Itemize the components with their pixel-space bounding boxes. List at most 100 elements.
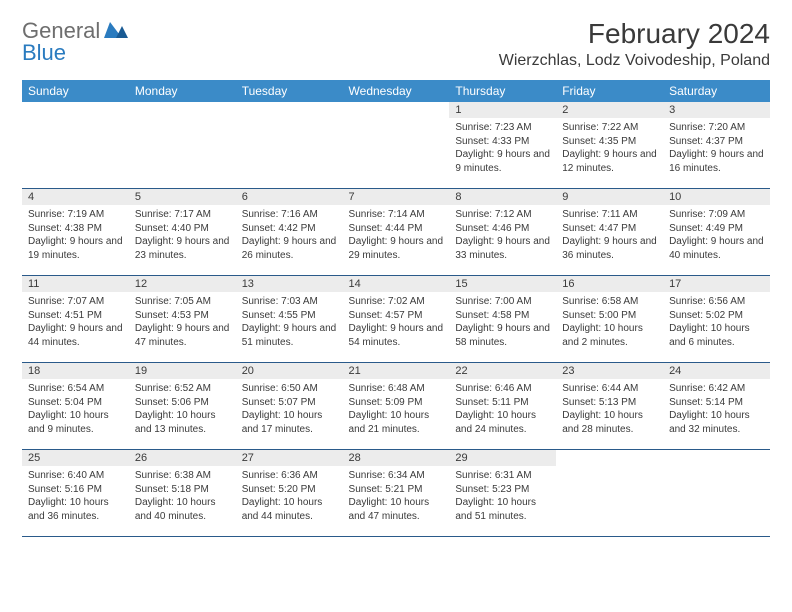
location: Wierzchlas, Lodz Voivodeship, Poland: [499, 52, 770, 70]
calendar-day: 3Sunrise: 7:20 AMSunset: 4:37 PMDaylight…: [663, 102, 770, 189]
sunset-value: 5:21 PM: [385, 484, 422, 495]
sunset-value: 4:55 PM: [278, 310, 315, 321]
sunrise-value: 7:23 AM: [495, 122, 532, 133]
day-details: Sunrise: 6:58 AMSunset: 5:00 PMDaylight:…: [556, 292, 663, 353]
day-number: 19: [129, 363, 236, 379]
sunset-value: 4:47 PM: [599, 223, 636, 234]
sunrise-value: 6:40 AM: [67, 470, 104, 481]
calendar-day: 15Sunrise: 7:00 AMSunset: 4:58 PMDayligh…: [449, 276, 556, 363]
header-row: GeneralBlue February 2024 Wierzchlas, Lo…: [22, 18, 770, 70]
day-number: 12: [129, 276, 236, 292]
sunset-value: 5:23 PM: [492, 484, 529, 495]
sunrise-value: 7:17 AM: [174, 209, 211, 220]
sunrise-label: Sunrise:: [28, 383, 67, 394]
day-number: 27: [236, 450, 343, 466]
sunset-label: Sunset:: [455, 484, 492, 495]
day-header: Wednesday: [343, 80, 450, 102]
calendar-day: 9Sunrise: 7:11 AMSunset: 4:47 PMDaylight…: [556, 189, 663, 276]
calendar-day: 10Sunrise: 7:09 AMSunset: 4:49 PMDayligh…: [663, 189, 770, 276]
sunrise-label: Sunrise:: [669, 383, 708, 394]
day-details: Sunrise: 7:22 AMSunset: 4:35 PMDaylight:…: [556, 118, 663, 179]
sunrise-label: Sunrise:: [349, 470, 388, 481]
day-details: Sunrise: 7:16 AMSunset: 4:42 PMDaylight:…: [236, 205, 343, 266]
day-number: 8: [449, 189, 556, 205]
day-number: 2: [556, 102, 663, 118]
day-details: Sunrise: 7:02 AMSunset: 4:57 PMDaylight:…: [343, 292, 450, 353]
sunset-label: Sunset:: [349, 310, 386, 321]
sunset-label: Sunset:: [349, 484, 386, 495]
sunrise-value: 6:42 AM: [709, 383, 746, 394]
day-header: Thursday: [449, 80, 556, 102]
calendar-day-empty: [556, 450, 663, 537]
day-number: 11: [22, 276, 129, 292]
sunset-label: Sunset:: [562, 136, 599, 147]
sunrise-label: Sunrise:: [242, 383, 281, 394]
sunrise-value: 7:07 AM: [67, 296, 104, 307]
calendar-day: 22Sunrise: 6:46 AMSunset: 5:11 PMDayligh…: [449, 363, 556, 450]
sunset-label: Sunset:: [28, 310, 65, 321]
calendar-day: 8Sunrise: 7:12 AMSunset: 4:46 PMDaylight…: [449, 189, 556, 276]
day-details: Sunrise: 6:56 AMSunset: 5:02 PMDaylight:…: [663, 292, 770, 353]
sunset-label: Sunset:: [455, 397, 492, 408]
sunrise-value: 6:31 AM: [495, 470, 532, 481]
sunset-label: Sunset:: [349, 397, 386, 408]
sunset-label: Sunset:: [135, 397, 172, 408]
day-details: Sunrise: 7:14 AMSunset: 4:44 PMDaylight:…: [343, 205, 450, 266]
day-header: Saturday: [663, 80, 770, 102]
sunset-value: 4:37 PM: [706, 136, 743, 147]
daylight-label: Daylight:: [135, 497, 177, 508]
calendar-day: 13Sunrise: 7:03 AMSunset: 4:55 PMDayligh…: [236, 276, 343, 363]
sunset-value: 5:20 PM: [278, 484, 315, 495]
sunrise-value: 7:20 AM: [709, 122, 746, 133]
calendar-day-empty: [22, 102, 129, 189]
day-details: Sunrise: 7:19 AMSunset: 4:38 PMDaylight:…: [22, 205, 129, 266]
daylight-label: Daylight:: [242, 323, 284, 334]
sunset-value: 5:13 PM: [599, 397, 636, 408]
daylight-label: Daylight:: [349, 323, 391, 334]
day-details: Sunrise: 7:17 AMSunset: 4:40 PMDaylight:…: [129, 205, 236, 266]
calendar-day: 26Sunrise: 6:38 AMSunset: 5:18 PMDayligh…: [129, 450, 236, 537]
sunrise-value: 7:16 AM: [281, 209, 318, 220]
day-details: Sunrise: 6:50 AMSunset: 5:07 PMDaylight:…: [236, 379, 343, 440]
sunrise-value: 6:46 AM: [495, 383, 532, 394]
daylight-label: Daylight:: [455, 497, 497, 508]
calendar-day: 16Sunrise: 6:58 AMSunset: 5:00 PMDayligh…: [556, 276, 663, 363]
day-number: 26: [129, 450, 236, 466]
calendar-day-empty: [236, 102, 343, 189]
sunrise-label: Sunrise:: [455, 209, 494, 220]
calendar-day: 21Sunrise: 6:48 AMSunset: 5:09 PMDayligh…: [343, 363, 450, 450]
day-details: Sunrise: 7:00 AMSunset: 4:58 PMDaylight:…: [449, 292, 556, 353]
daylight-label: Daylight:: [562, 410, 604, 421]
day-number-empty: [22, 102, 129, 118]
day-number: 15: [449, 276, 556, 292]
sunset-label: Sunset:: [455, 310, 492, 321]
calendar-day: 25Sunrise: 6:40 AMSunset: 5:16 PMDayligh…: [22, 450, 129, 537]
sunset-label: Sunset:: [242, 397, 279, 408]
day-details: Sunrise: 6:38 AMSunset: 5:18 PMDaylight:…: [129, 466, 236, 527]
day-number: 17: [663, 276, 770, 292]
sunset-value: 4:51 PM: [65, 310, 102, 321]
sunrise-value: 7:02 AM: [388, 296, 425, 307]
sunset-value: 4:57 PM: [385, 310, 422, 321]
sunset-value: 5:16 PM: [65, 484, 102, 495]
day-number: 25: [22, 450, 129, 466]
day-number: 1: [449, 102, 556, 118]
day-details: Sunrise: 6:44 AMSunset: 5:13 PMDaylight:…: [556, 379, 663, 440]
sunset-label: Sunset:: [135, 310, 172, 321]
sunset-label: Sunset:: [349, 223, 386, 234]
sunset-value: 5:06 PM: [172, 397, 209, 408]
day-details: Sunrise: 6:52 AMSunset: 5:06 PMDaylight:…: [129, 379, 236, 440]
sunrise-value: 6:50 AM: [281, 383, 318, 394]
sunrise-value: 6:48 AM: [388, 383, 425, 394]
daylight-label: Daylight:: [455, 410, 497, 421]
sunset-label: Sunset:: [28, 484, 65, 495]
day-header: Tuesday: [236, 80, 343, 102]
sunset-label: Sunset:: [669, 136, 706, 147]
sunrise-value: 7:19 AM: [67, 209, 104, 220]
calendar-day: 19Sunrise: 6:52 AMSunset: 5:06 PMDayligh…: [129, 363, 236, 450]
sunrise-value: 7:11 AM: [602, 209, 638, 220]
sunrise-label: Sunrise:: [349, 209, 388, 220]
day-header: Friday: [556, 80, 663, 102]
daylight-label: Daylight:: [349, 497, 391, 508]
sunset-value: 4:58 PM: [492, 310, 529, 321]
